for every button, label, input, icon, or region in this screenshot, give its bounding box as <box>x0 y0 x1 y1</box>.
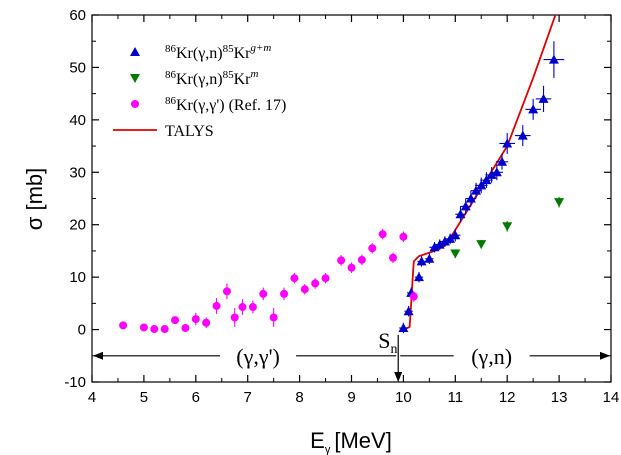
data-point-series-2 <box>290 274 299 283</box>
axis-ticks: 4 5 6 7 8 9 10 11 12 13 14 -10 0 10 20 30 40 50 60 <box>64 7 619 406</box>
y-tick-label: 10 <box>69 269 86 286</box>
y-tick-label: 20 <box>69 217 86 234</box>
data-point-series-0 <box>424 253 435 263</box>
x-axis-title-unit: [MeV] <box>334 428 391 453</box>
x-tick-label: 5 <box>140 389 148 406</box>
data-point-series-0 <box>403 306 414 316</box>
y-tick-label: -10 <box>64 374 86 391</box>
data-point-series-0 <box>445 233 456 243</box>
data-point-series-0 <box>471 185 482 195</box>
data-point-series-2 <box>269 313 278 322</box>
legend-label: 86Kr(γ,n)85Krm <box>165 68 259 88</box>
data-point-series-2 <box>321 274 330 283</box>
data-point-series-0 <box>434 239 445 249</box>
left-region-label: (γ,γ') <box>236 344 280 369</box>
x-tick-label: 11 <box>448 389 464 406</box>
left-label-bg <box>220 341 297 370</box>
data-point-series-2 <box>212 301 221 310</box>
data-point-series-0 <box>528 104 539 114</box>
data-point-series-0 <box>476 180 487 190</box>
data-point-series-1 <box>476 240 487 250</box>
legend-marker-2 <box>131 100 139 108</box>
right-label-bg <box>453 341 530 370</box>
data-point-series-1 <box>450 249 461 259</box>
x-tick-label: 4 <box>88 389 96 406</box>
legend-marker-1 <box>130 74 140 83</box>
data-point-series-0 <box>538 93 549 103</box>
data-point-series-0 <box>517 130 528 140</box>
data-point-series-0 <box>416 256 427 266</box>
data-point-series-0 <box>486 169 497 179</box>
data-point-series-2 <box>119 321 128 330</box>
data-point-series-2 <box>222 287 231 296</box>
right-region-label: (γ,n) <box>471 344 512 369</box>
x-tick-label: 6 <box>192 389 200 406</box>
data-point-series-2 <box>409 292 418 301</box>
data-point-series-2 <box>300 285 309 294</box>
data-point-series-0 <box>398 322 409 332</box>
data-point-series-1 <box>554 198 565 208</box>
x-axis-title: Eγ [MeV] <box>310 428 392 455</box>
data-point-series-0 <box>455 209 466 219</box>
y-tick-label: 60 <box>69 7 86 24</box>
data-point-series-0 <box>491 167 502 177</box>
data-point-series-2 <box>139 323 148 332</box>
x-axis-title-sub: γ <box>325 444 331 455</box>
data-point-series-2 <box>389 253 398 262</box>
legend-label: 86Kr(γ,γ') (Ref. 17) <box>165 95 286 114</box>
data-point-series-2 <box>337 256 346 265</box>
data-point-series-0 <box>465 193 476 203</box>
y-axis-title: σ [mb] <box>22 168 47 230</box>
data-point-series-2 <box>160 325 169 334</box>
data-point-series-2 <box>259 289 268 298</box>
data-point-series-2 <box>248 303 257 312</box>
talys-series <box>405 15 557 330</box>
data-point-series-0 <box>460 201 471 211</box>
region-annotations: Sn (γ,γ') (γ,n) <box>93 328 610 382</box>
legend: 86Kr(γ,n)85Krg+m 86Kr(γ,n)85Krm 86Kr(γ,γ')… <box>113 42 286 140</box>
x-axis-title-main: E <box>310 428 325 453</box>
data-point-series-2 <box>347 263 356 272</box>
legend-marker-0 <box>130 47 140 56</box>
x-tick-label: 13 <box>551 389 568 406</box>
x-tick-label: 9 <box>347 389 355 406</box>
data-point-series-0 <box>502 138 513 148</box>
x-tick-label: 14 <box>603 389 620 406</box>
data-point-series-2 <box>280 289 289 298</box>
data-point-series-0 <box>429 242 440 252</box>
data-point-series-2 <box>150 325 159 334</box>
data-point-series-1 <box>502 222 513 232</box>
talys-line <box>405 15 557 330</box>
data-point-series-2 <box>202 318 211 327</box>
data-point-series-0 <box>439 236 450 246</box>
y-tick-label: 50 <box>69 59 86 76</box>
x-tick-label: 7 <box>244 389 252 406</box>
data-point-series-2 <box>181 323 190 332</box>
data-points <box>119 41 565 334</box>
data-point-series-2 <box>191 315 200 324</box>
data-point-series-0 <box>548 54 559 64</box>
data-point-series-0 <box>481 175 492 185</box>
data-point-series-0 <box>450 230 461 240</box>
data-point-series-2 <box>238 303 247 312</box>
data-point-series-0 <box>413 272 424 282</box>
legend-label: TALYS <box>165 123 214 140</box>
data-point-series-2 <box>171 316 180 325</box>
data-point-series-0 <box>497 156 508 166</box>
y-tick-label: 0 <box>78 322 86 339</box>
y-tick-label: 30 <box>69 164 86 181</box>
x-tick-label: 10 <box>395 389 412 406</box>
x-tick-label: 12 <box>499 389 516 406</box>
data-point-series-2 <box>399 232 408 241</box>
data-point-series-2 <box>311 279 320 288</box>
legend-label: 86Kr(γ,n)85Krg+m <box>165 42 271 62</box>
x-tick-label: 8 <box>295 389 303 406</box>
data-point-series-2 <box>230 313 239 322</box>
data-point-series-2 <box>357 255 366 264</box>
sn-label: Sn <box>378 328 397 357</box>
data-point-series-2 <box>378 230 387 239</box>
data-point-series-2 <box>368 244 377 253</box>
y-tick-label: 40 <box>69 112 86 129</box>
